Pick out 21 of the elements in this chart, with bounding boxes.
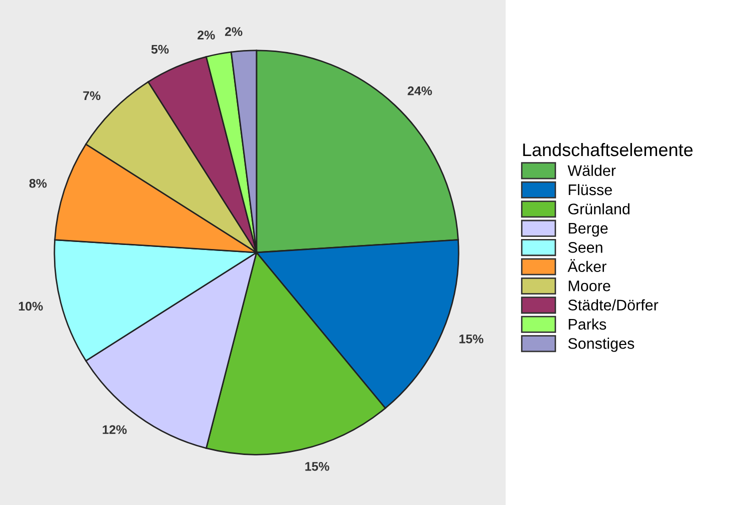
data-label: 2% <box>198 30 215 40</box>
data-label: 8% <box>29 178 47 188</box>
data-label: 15% <box>305 462 330 471</box>
legend-title: Landschaftselemente <box>523 142 693 156</box>
legend-label: Parks <box>568 318 606 330</box>
data-label: 12% <box>102 425 127 434</box>
data-label: 24% <box>408 86 432 96</box>
legend-label: Äcker <box>568 259 606 272</box>
legend-label: Wälder <box>568 164 616 176</box>
data-label: 5% <box>151 44 169 54</box>
data-label: 10% <box>18 302 43 311</box>
legend-label: Berge <box>568 222 608 237</box>
data-label: 7% <box>83 91 100 100</box>
legend-label: Seen <box>568 242 602 253</box>
legend-label: Moore <box>568 280 610 292</box>
data-label: 2% <box>225 27 242 36</box>
legend-label: Grünland <box>568 203 630 214</box>
legend-label: Flüsse <box>568 184 612 196</box>
legend-label: Sonstiges <box>568 338 634 352</box>
data-label: 15% <box>459 334 484 344</box>
legend-label: Städte/Dörfer <box>568 299 658 310</box>
